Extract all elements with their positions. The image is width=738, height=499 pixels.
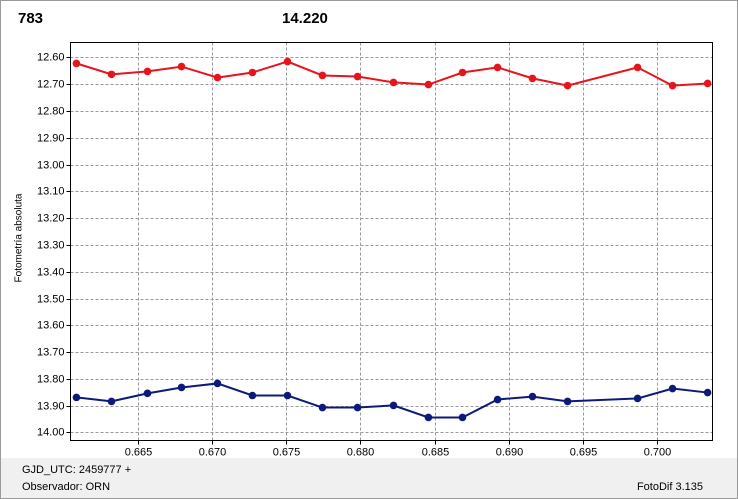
data-point — [424, 413, 433, 422]
y-tick-label: 13.40 — [37, 266, 65, 278]
x-tick-label: 0.690 — [496, 446, 524, 458]
x-tick-label: 0.670 — [199, 446, 227, 458]
data-point — [248, 68, 257, 77]
y-tick-label: 14.00 — [37, 426, 65, 438]
data-point — [177, 383, 186, 392]
data-point — [703, 388, 712, 397]
data-point — [318, 403, 327, 412]
y-tick-label: 13.60 — [37, 319, 65, 331]
data-point — [528, 392, 537, 401]
data-point — [72, 393, 81, 402]
data-point — [703, 79, 712, 88]
data-point — [283, 57, 292, 66]
series-line — [76, 382, 708, 419]
data-point — [318, 71, 327, 80]
y-tick-label: 13.70 — [37, 346, 65, 358]
footer-text: Observador: ORN — [22, 481, 110, 493]
data-point — [72, 59, 81, 68]
footer-text: FotoDif 3.135 — [637, 481, 703, 493]
y-tick-label: 12.60 — [37, 51, 65, 63]
data-point — [283, 391, 292, 400]
data-point — [143, 389, 152, 398]
x-tick-label: 0.680 — [347, 446, 375, 458]
series-line — [76, 60, 708, 87]
data-point — [633, 63, 642, 72]
data-point — [213, 379, 222, 388]
y-tick-label: 12.70 — [37, 78, 65, 90]
y-tick-label: 13.10 — [37, 185, 65, 197]
y-tick-label: 12.90 — [37, 132, 65, 144]
x-tick-label: 0.695 — [570, 446, 598, 458]
y-tick-label: 13.80 — [37, 373, 65, 385]
x-tick-label: 0.665 — [125, 446, 153, 458]
data-point — [389, 78, 398, 87]
data-point — [143, 67, 152, 76]
header-value: 14.220 — [282, 10, 328, 27]
data-point — [458, 68, 467, 77]
y-tick-label: 13.90 — [37, 400, 65, 412]
data-point — [353, 403, 362, 412]
x-tick-label: 0.700 — [644, 446, 672, 458]
data-point — [633, 394, 642, 403]
footer-panel — [1, 458, 737, 498]
data-point — [493, 63, 502, 72]
data-point — [353, 72, 362, 81]
plot-area — [70, 42, 713, 441]
data-point — [528, 74, 537, 83]
data-point — [563, 397, 572, 406]
data-point — [668, 81, 677, 90]
y-axis-label: Fotometría absoluta — [14, 193, 25, 282]
y-tick-label: 13.00 — [37, 159, 65, 171]
data-point — [107, 70, 116, 79]
y-tick-label: 12.80 — [37, 105, 65, 117]
data-point — [668, 384, 677, 393]
data-point — [389, 401, 398, 410]
data-point — [177, 62, 186, 71]
data-point — [107, 397, 116, 406]
data-point — [493, 395, 502, 404]
y-tick-label: 13.50 — [37, 293, 65, 305]
header-value: 783 — [18, 10, 43, 27]
data-point — [248, 391, 257, 400]
y-tick-label: 13.20 — [37, 212, 65, 224]
y-tick-label: 13.30 — [37, 239, 65, 251]
plot-area — [70, 42, 713, 441]
x-tick-label: 0.675 — [273, 446, 301, 458]
data-point — [458, 413, 467, 422]
data-point — [563, 81, 572, 90]
data-point — [213, 73, 222, 82]
data-point — [424, 80, 433, 89]
footer-text: GJD_UTC: 2459777 + — [22, 464, 131, 476]
x-tick-label: 0.685 — [422, 446, 450, 458]
